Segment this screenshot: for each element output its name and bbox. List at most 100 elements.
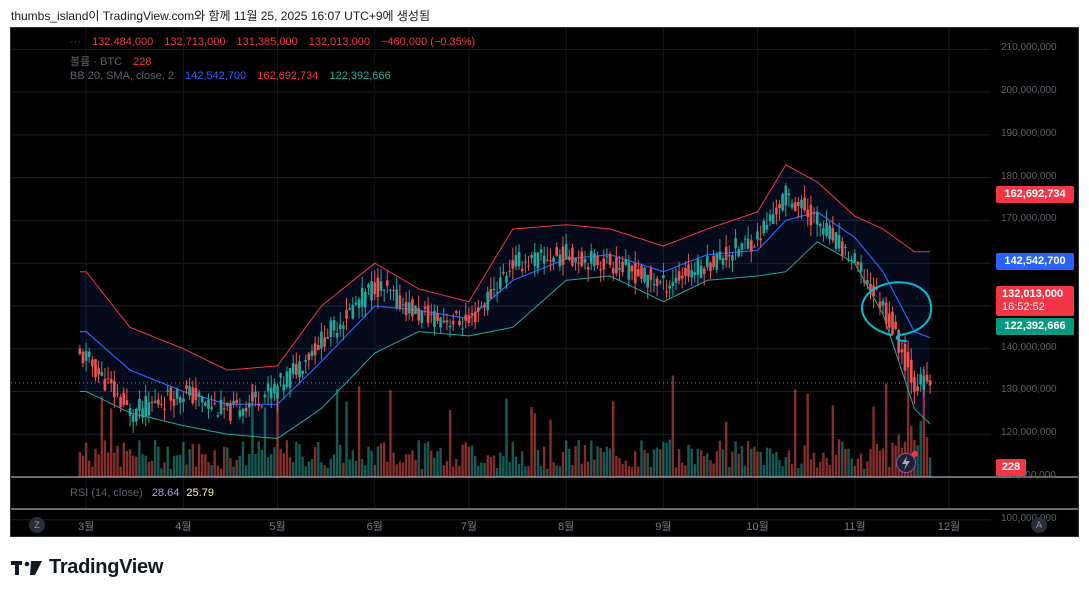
- candle-body: [157, 399, 160, 405]
- volume-bar: [709, 460, 712, 477]
- candle-body: [702, 268, 706, 274]
- volume-bar: [809, 459, 813, 477]
- candle-body: [828, 225, 831, 240]
- candle-body: [445, 320, 449, 323]
- candle-body: [630, 265, 634, 272]
- candle-body: [166, 390, 169, 392]
- volume-bar: [706, 453, 709, 477]
- tradingview-brand: TradingView: [49, 556, 164, 578]
- last-price-value: 132,013,000: [1002, 288, 1064, 300]
- candle-body: [771, 214, 775, 224]
- upper-band-tag: 162,692,734: [996, 186, 1074, 203]
- candle-body: [696, 258, 700, 275]
- volume-bar: [376, 446, 380, 477]
- volume-bar: [831, 405, 834, 477]
- volume-bar: [298, 444, 301, 477]
- volume-bar: [787, 450, 791, 477]
- volume-bar: [784, 456, 787, 477]
- candle-body: [345, 309, 348, 319]
- volume-bar: [150, 460, 154, 477]
- candle-body: [712, 255, 715, 267]
- candle-body: [831, 228, 835, 241]
- volume-bar: [461, 444, 464, 477]
- candle-body: [803, 197, 806, 211]
- candle-body: [756, 231, 759, 240]
- volume-bar: [565, 440, 568, 477]
- auto-scale-button[interactable]: A: [1031, 517, 1047, 533]
- candle-body: [856, 261, 860, 265]
- volume-bar: [100, 396, 103, 477]
- volume-bar: [285, 440, 289, 477]
- candle-body: [753, 246, 756, 248]
- candle-body: [875, 288, 879, 290]
- candle-body: [113, 380, 116, 398]
- volume-bar: [546, 468, 549, 477]
- candle-body: [903, 344, 907, 371]
- volume-bar: [703, 456, 706, 477]
- volume-bar: [775, 452, 778, 477]
- volume-bar: [878, 450, 882, 477]
- candle-body: [571, 247, 574, 266]
- tradingview-logo-icon: [11, 560, 42, 575]
- candle-body: [775, 207, 778, 215]
- candle-body: [464, 314, 467, 321]
- timezone-button[interactable]: Z: [29, 517, 45, 533]
- candle-body: [577, 262, 580, 264]
- candle-body: [872, 285, 875, 297]
- candle-body: [809, 204, 813, 226]
- volume-bar: [539, 466, 543, 477]
- volume-bar: [329, 458, 332, 477]
- volume-bar: [417, 440, 420, 477]
- ohlc-low: 131,385,000: [236, 36, 298, 48]
- chart-frame[interactable]: ··· 132,484,000 132,713,000 131,385,000 …: [10, 27, 1079, 537]
- volume-bar: [574, 446, 577, 477]
- volume-bar: [420, 468, 423, 477]
- volume-bar: [445, 461, 449, 477]
- volume-bar: [596, 446, 599, 477]
- volume-bar: [599, 447, 602, 477]
- volume-bar: [310, 459, 314, 477]
- candle-body: [674, 277, 678, 283]
- tradingview-footer[interactable]: TradingView: [11, 556, 163, 579]
- candle-body: [229, 403, 232, 421]
- volume-bar: [580, 463, 583, 477]
- candle-body: [724, 246, 728, 260]
- volume-bar: [197, 444, 201, 477]
- volume-bar: [888, 467, 891, 477]
- candle-body: [530, 255, 533, 258]
- volume-bar: [116, 445, 119, 477]
- candle-body: [295, 364, 298, 375]
- candle-body: [357, 299, 361, 308]
- bb-label: BB 20, SMA, close, 2: [70, 70, 174, 82]
- volume-bar: [863, 468, 866, 477]
- volume-bar: [841, 441, 844, 477]
- candle-body: [878, 301, 882, 309]
- volume-bar: [696, 448, 700, 477]
- volume-bar: [204, 454, 207, 477]
- candle-body: [869, 284, 872, 291]
- volume-bar: [213, 450, 216, 477]
- volume-bar: [800, 463, 803, 477]
- volume-tag: 228: [996, 459, 1026, 476]
- volume-bar: [313, 446, 317, 477]
- volume-bar: [229, 458, 232, 477]
- volume-bar: [364, 465, 367, 477]
- volume-bar: [244, 465, 248, 477]
- candle-body: [288, 368, 292, 388]
- candle-body: [793, 202, 797, 211]
- candle-body: [815, 212, 819, 225]
- lower-band-tag: 122,392,666: [996, 318, 1074, 335]
- volume-bar: [135, 456, 138, 477]
- candle-body: [499, 277, 502, 289]
- volume-bar: [110, 408, 113, 477]
- candle-body: [398, 295, 402, 309]
- volume-bar: [844, 448, 847, 477]
- price-chart[interactable]: [11, 28, 1079, 537]
- alert-bolt-icon[interactable]: [896, 451, 918, 473]
- candle-body: [100, 372, 104, 376]
- volume-bar: [78, 452, 81, 477]
- volume-bar: [712, 463, 715, 477]
- price-axis-label: 140,000,000: [1001, 341, 1057, 353]
- candle-body: [91, 359, 94, 367]
- candle-body: [348, 308, 351, 310]
